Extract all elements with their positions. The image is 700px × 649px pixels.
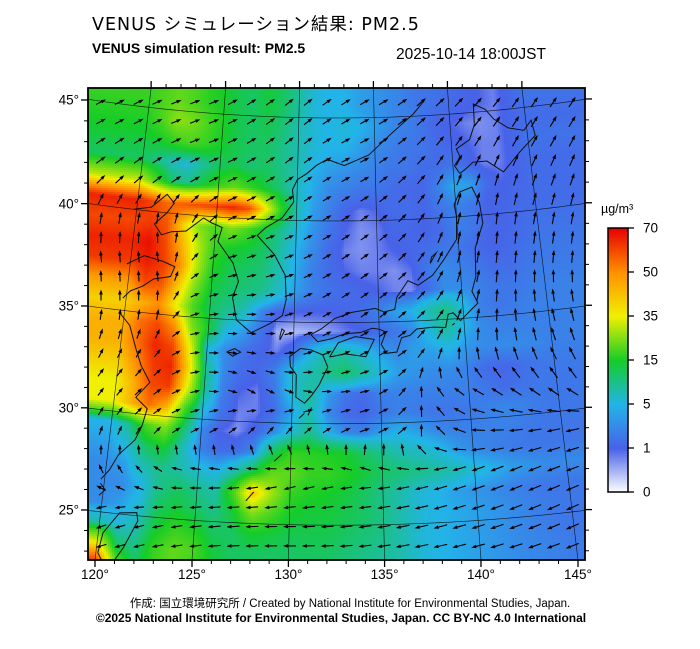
colorbar-tick-label: 35 (643, 308, 659, 324)
page-title-english: VENUS simulation result: PM2.5 (92, 40, 306, 56)
colorbar-tick-label: 0 (643, 484, 651, 500)
colorbar-tick-label: 5 (643, 396, 651, 412)
page-title-japanese: VENUS シミュレーション結果: PM2.5 (92, 15, 420, 35)
lon-tick-label: 120° (81, 567, 109, 582)
colorbar-unit-label: µg/m³ (601, 202, 634, 216)
colorbar-tick-label: 50 (643, 264, 659, 280)
lat-tick-label: 25° (58, 502, 79, 518)
lon-tick-label: 140° (467, 567, 495, 582)
lon-tick-label: 125° (178, 567, 206, 582)
lat-tick-label: 35° (58, 298, 79, 314)
lon-tick-label: 145° (564, 567, 592, 582)
lon-tick-label: 130° (274, 567, 303, 582)
lat-tick-label: 30° (58, 400, 79, 416)
forecast-datetime: 2025-10-14 18:00JST (396, 46, 546, 63)
colorbar-tick-label: 1 (643, 440, 651, 456)
lat-tick-label: 40° (58, 196, 79, 212)
credit-text: 作成: 国立環境研究所 / Created by National Instit… (129, 598, 571, 610)
license-text: ©2025 National Institute for Environment… (95, 611, 587, 625)
colorbar-tick-label: 15 (643, 352, 659, 368)
colorbar-tick-label: 70 (643, 220, 659, 236)
lon-tick-label: 135° (370, 567, 399, 582)
lat-tick-label: 45° (58, 92, 79, 108)
